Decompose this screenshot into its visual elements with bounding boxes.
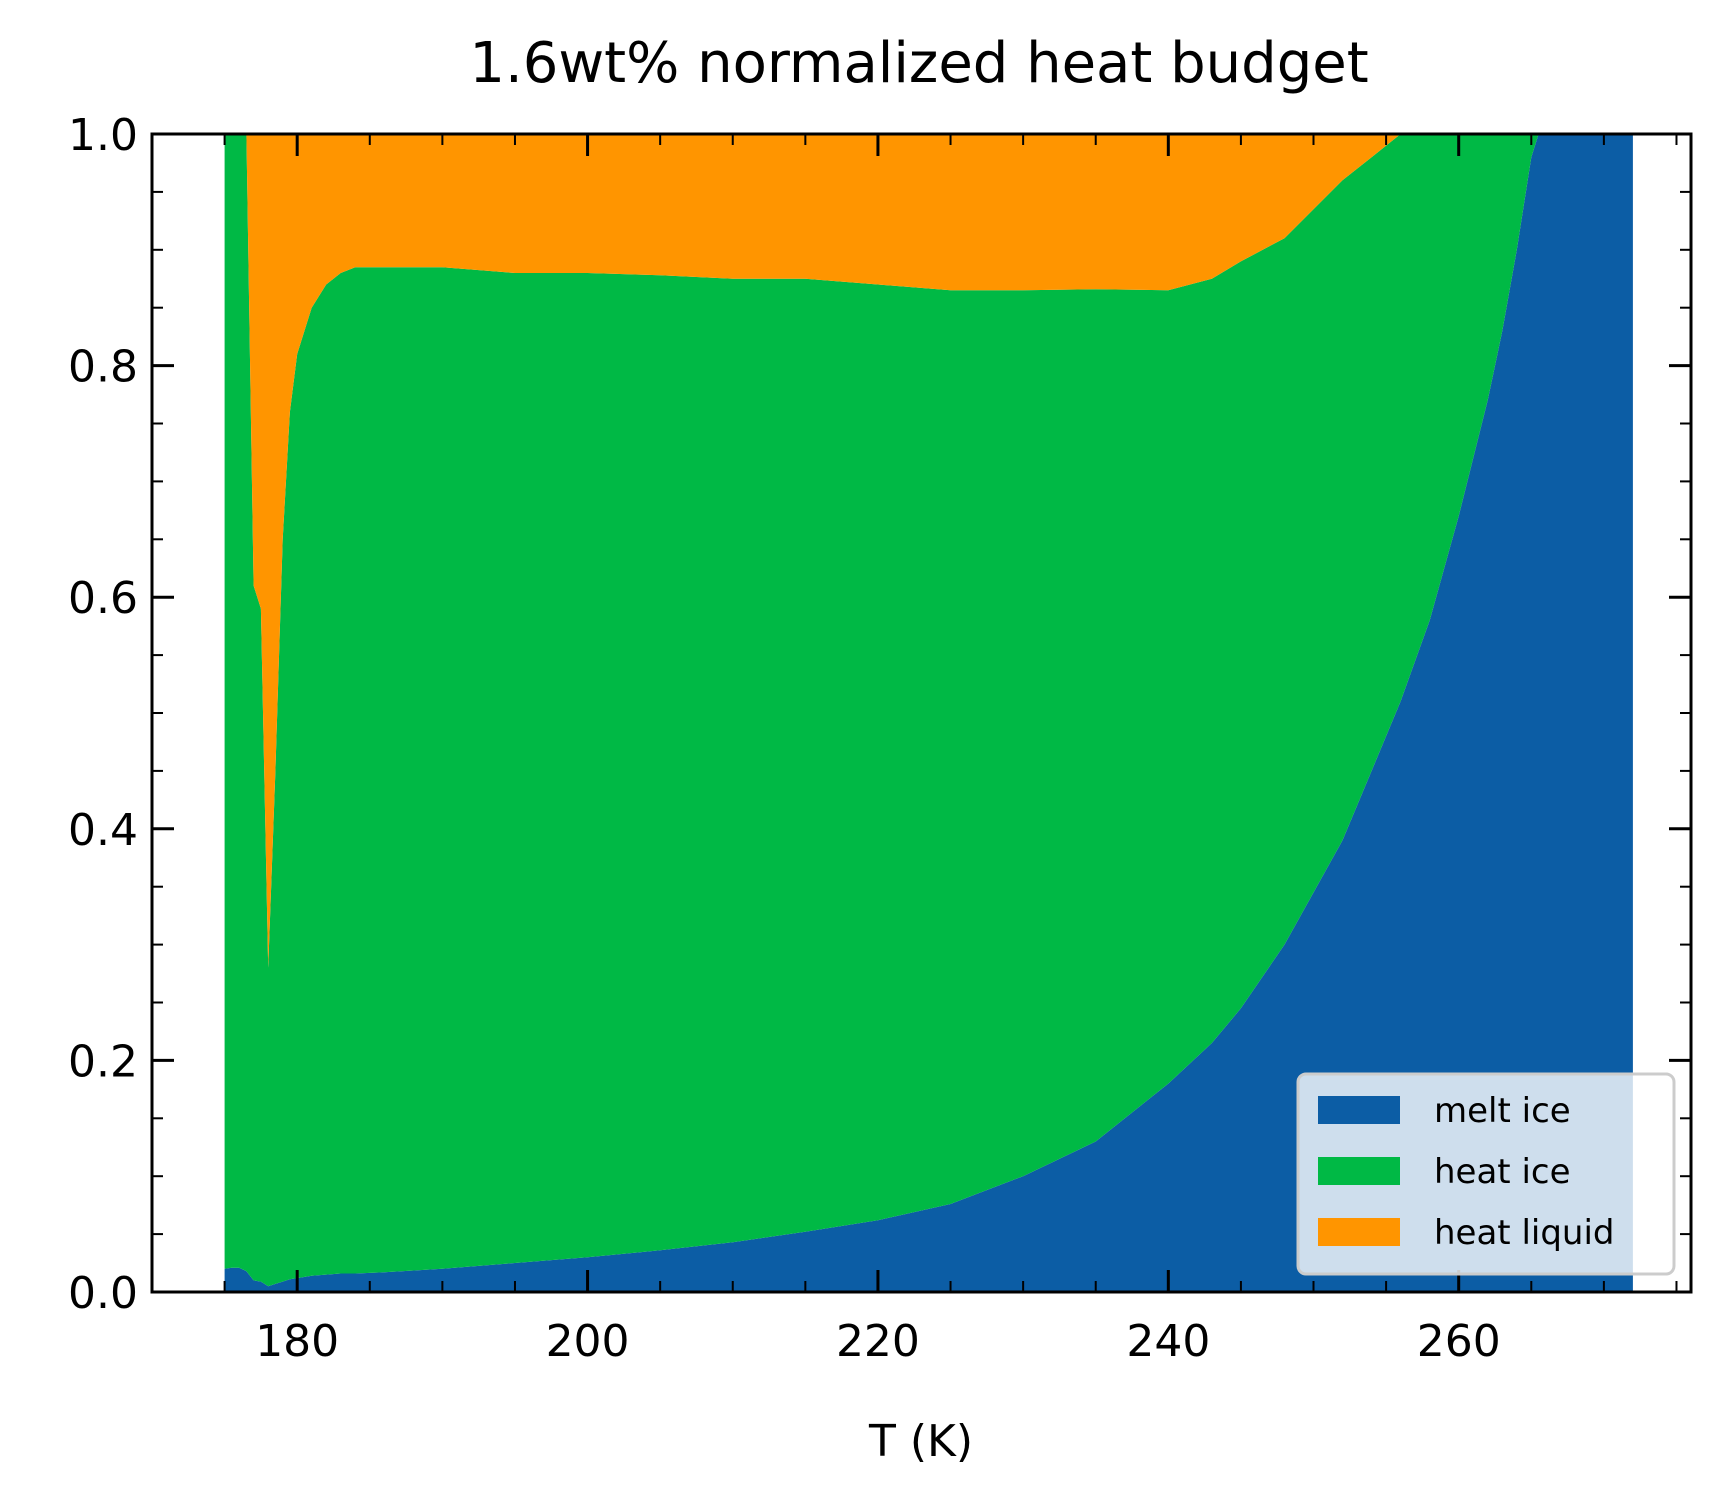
- x-tick-label: 260: [1417, 1316, 1501, 1367]
- legend-swatch-heat-liquid: [1318, 1218, 1400, 1246]
- x-axis-label: T (K): [868, 1416, 973, 1467]
- chart-title: 1.6wt% normalized heat budget: [469, 31, 1368, 96]
- area-series-group: [224, 134, 1633, 1292]
- area-melt-ice: [224, 134, 1633, 1292]
- x-tick-labels: 180 200 220 240 260: [255, 1316, 1500, 1367]
- x-tick-label: 180: [255, 1316, 339, 1367]
- area-heat-liquid: [224, 134, 1633, 968]
- x-tick-label: 200: [546, 1316, 630, 1367]
- y-tick-label: 0.2: [68, 1036, 138, 1087]
- legend-swatch-heat-ice: [1318, 1157, 1400, 1185]
- legend-label-heat-ice: heat ice: [1434, 1152, 1571, 1192]
- legend-label-melt-ice: melt ice: [1434, 1091, 1571, 1131]
- y-tick-label: 0.0: [68, 1268, 138, 1319]
- legend-swatch-melt-ice: [1318, 1096, 1400, 1124]
- x-tick-label: 240: [1126, 1316, 1210, 1367]
- y-tick-label: 0.8: [68, 342, 138, 393]
- y-tick-labels: 0.0 0.2 0.4 0.6 0.8 1.0: [68, 110, 138, 1319]
- y-tick-label: 0.4: [68, 805, 138, 856]
- y-tick-label: 0.6: [68, 573, 138, 624]
- y-tick-label: 1.0: [68, 110, 138, 161]
- area-heat-ice: [224, 134, 1633, 1287]
- legend: melt ice heat ice heat liquid: [1296, 1072, 1676, 1276]
- x-tick-label: 220: [836, 1316, 920, 1367]
- legend-label-heat-liquid: heat liquid: [1434, 1213, 1615, 1253]
- axis-ticks: [151, 132, 1691, 1294]
